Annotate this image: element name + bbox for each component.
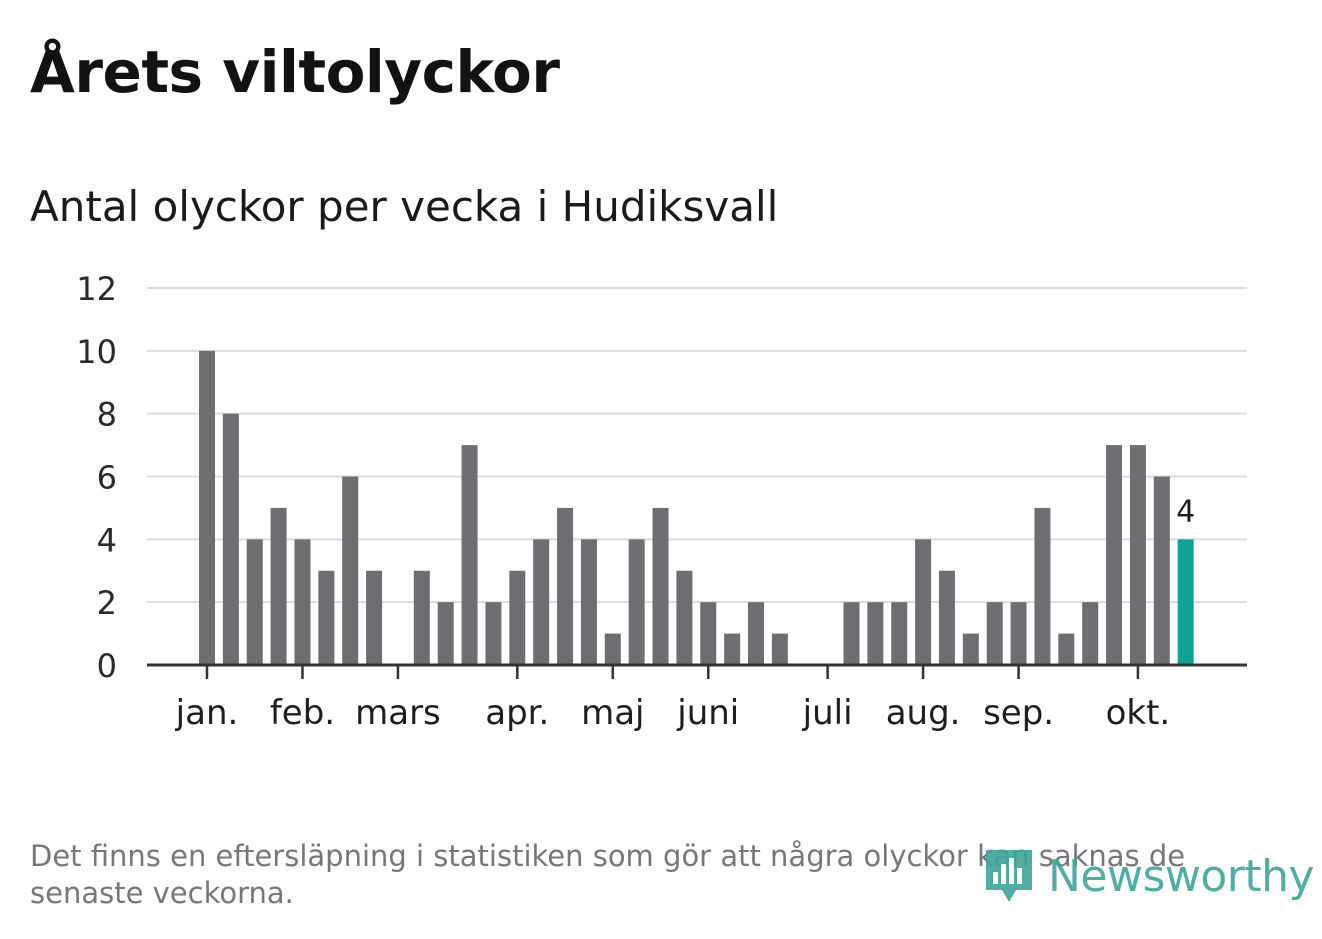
- x-tick-label-jan.: jan.: [175, 693, 239, 733]
- bar-35: [1010, 602, 1027, 665]
- bar-25: [771, 633, 788, 665]
- bar-12: [461, 445, 478, 665]
- bar-38: [1082, 602, 1099, 665]
- y-tick-label-0: 0: [97, 647, 117, 685]
- x-tick-label-maj: maj: [581, 693, 644, 733]
- x-axis-month-labels: jan. feb. mars apr. maj juni juli aug. sep. okt.: [175, 693, 1171, 733]
- x-tick-label-juni: juni: [676, 693, 739, 733]
- bar-31: [915, 539, 932, 665]
- bar-2: [222, 413, 239, 665]
- bar-chart-badge-icon: [986, 850, 1032, 902]
- bar-42: [1177, 539, 1194, 665]
- x-tick-label-feb.: feb.: [270, 693, 335, 733]
- bar-36: [1034, 507, 1051, 665]
- bar-30: [891, 602, 908, 665]
- bar-14: [509, 570, 526, 665]
- chart-title: Årets viltolyckor: [30, 38, 560, 106]
- grid-lines: [147, 287, 1247, 604]
- bar-20: [652, 507, 669, 665]
- bar-24: [748, 602, 765, 665]
- y-tick-label-6: 6: [97, 459, 117, 497]
- y-tick-label-10: 10: [76, 333, 117, 371]
- x-axis: [147, 663, 1247, 679]
- bar-29: [867, 602, 884, 665]
- bar-1: [199, 350, 215, 665]
- bar-11: [437, 602, 454, 665]
- chart-subtitle: Antal olyckor per vecka i Hudiksvall: [30, 182, 779, 231]
- y-tick-label-2: 2: [97, 584, 117, 622]
- bar-37: [1058, 633, 1075, 665]
- data-labels: 4: [1176, 494, 1195, 529]
- bar-6: [318, 570, 335, 665]
- bar-41: [1153, 476, 1170, 665]
- bar-34: [986, 602, 1003, 665]
- last-value-label: 4: [1176, 494, 1195, 529]
- bar-5: [294, 539, 311, 665]
- y-tick-label-8: 8: [97, 396, 117, 434]
- bar-7: [342, 476, 359, 665]
- weekly-accidents-bar-chart: 0 2 4 6 8 10 12 jan. feb. mars apr. maj juni juli aug…: [76, 270, 1247, 733]
- bar-33: [962, 633, 979, 665]
- bar-4: [270, 507, 287, 665]
- bar-10: [413, 570, 430, 665]
- logo-text: Newsworthy: [1048, 850, 1315, 902]
- bar-23: [724, 633, 741, 665]
- x-tick-label-juli: juli: [802, 693, 853, 733]
- newsworthy-logo: Newsworthy: [982, 846, 1315, 906]
- y-axis-tick-labels: 0 2 4 6 8 10 12: [76, 270, 117, 685]
- bar-13: [485, 602, 502, 665]
- bar-15: [533, 539, 550, 665]
- bar-19: [628, 539, 645, 665]
- bar-21: [676, 570, 693, 665]
- bar-40: [1129, 445, 1146, 665]
- bar-39: [1106, 445, 1123, 665]
- bar-17: [580, 539, 597, 665]
- x-tick-label-mars: mars: [355, 693, 441, 733]
- bar-8: [366, 570, 383, 665]
- bar-16: [557, 507, 574, 665]
- x-tick-label-aug.: aug.: [886, 693, 961, 733]
- bars: [199, 350, 1194, 665]
- bar-32: [938, 570, 955, 665]
- bar-22: [700, 602, 717, 665]
- x-tick-label-sep.: sep.: [983, 693, 1054, 733]
- x-tick-label-apr.: apr.: [485, 693, 549, 733]
- y-tick-label-4: 4: [97, 521, 117, 559]
- bar-3: [246, 539, 263, 665]
- bar-18: [604, 633, 621, 665]
- bar-28: [843, 602, 860, 665]
- x-tick-label-okt.: okt.: [1106, 693, 1171, 733]
- y-tick-label-12: 12: [76, 270, 117, 308]
